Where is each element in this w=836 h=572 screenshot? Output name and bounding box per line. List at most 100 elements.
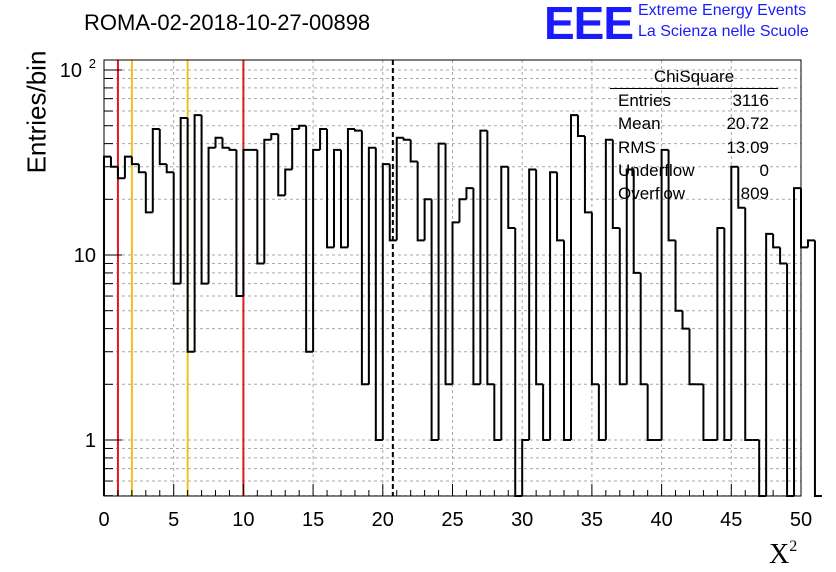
histogram-bin [409,139,418,163]
histogram-bin [200,115,209,285]
stats-row-underflow: Underflow 0 [610,159,778,182]
stats-label: Mean [618,114,661,134]
x-tick-label: 10 [232,509,254,531]
histogram-bin [388,164,397,242]
x-tick-label: 5 [168,509,179,531]
histogram-bin [604,138,613,440]
histogram-bin [353,128,362,132]
histogram-bin [486,130,495,386]
histogram-bin [116,166,125,180]
histogram-bin [312,148,321,352]
histogram-bin [737,166,746,209]
histogram-bin [263,138,272,264]
histogram-bin [228,147,237,151]
stats-row-overflow: Overflow 809 [610,182,778,205]
x-axis-label: X2 [769,538,797,571]
histogram-bin [556,172,565,242]
y-tick-label: 10 [74,245,96,267]
histogram-bin [235,149,244,298]
histogram-bin [786,263,795,497]
histogram-bin [618,227,627,386]
histogram-bin [465,187,474,200]
histogram-bin [800,188,808,249]
histogram-bin [765,232,774,496]
histogram-bin [256,149,265,265]
histogram-bin [639,272,648,386]
stats-value: 809 [740,184,769,204]
histogram-bin [130,156,139,166]
histogram-bin [103,155,111,496]
histogram-bin [451,221,460,385]
histogram-bin [158,128,167,166]
histogram-bin [277,134,286,197]
histogram-bin [305,125,314,353]
histogram-bin [395,136,404,241]
run-title: ROMA-02-2018-10-27-00898 [84,10,371,35]
y-tick-label-sup: 2 [89,56,96,71]
histogram-bin [423,198,432,241]
stats-row-entries: Entries 3116 [610,89,778,112]
histogram-bin [270,133,279,140]
histogram-bin [298,124,307,129]
y-tick-label: 10 [60,60,82,82]
stats-title: ChiSquare [610,66,778,89]
histogram-bin [123,155,132,179]
histogram-bin [569,114,578,440]
x-tick-label: 30 [511,509,533,531]
histogram-bin [402,137,411,141]
histogram-bin [576,115,585,137]
histogram-bin [813,240,822,497]
histogram-bin [221,137,230,149]
x-axis-label-sup: 2 [789,538,798,555]
x-tick-label: 45 [720,509,742,531]
histogram-bin [528,168,537,440]
stats-box: ChiSquare Entries 3116 Mean 20.72 RMS 13.09… [610,66,778,205]
histogram-bin [632,169,641,274]
histogram-bin [716,226,725,440]
stats-value: 0 [759,160,769,180]
histogram-bin [333,148,341,248]
histogram-bin [667,149,676,242]
x-axis-label-base: X [769,539,790,570]
histogram-bin [507,166,516,229]
histogram-bin [291,127,300,170]
stats-row-rms: RMS 13.09 [610,136,778,159]
stats-label: Overflow [618,184,686,204]
histogram-bin [242,148,251,297]
x-tick-label: 50 [790,509,812,531]
stats-value: 3116 [732,91,769,110]
histogram-bin [772,233,781,249]
histogram-bin [179,117,188,284]
histogram-bin [681,310,690,330]
histogram-bin [186,118,195,353]
x-tick-label: 35 [581,509,603,531]
histogram-bin [326,128,335,249]
histogram-bin [688,328,697,386]
histogram-bin [214,136,223,148]
histogram-bin [514,227,523,497]
histogram-bin [374,147,383,441]
histogram-bin [172,172,181,285]
histogram-bin [723,227,732,441]
histogram-bin [674,240,683,312]
y-tick-label: 1 [85,430,96,452]
histogram-bin [660,148,669,440]
histogram-bin [367,146,376,385]
histogram-bin [151,127,160,213]
histogram-bin [493,384,502,441]
stats-label: RMS [618,137,656,157]
histogram-bin [360,130,369,386]
stats-label: Underflow [618,160,695,180]
histogram-bin [339,149,348,249]
x-tick-label: 40 [650,509,672,531]
histogram-bin [500,165,509,440]
histogram-bin [165,164,174,174]
histogram-bin [284,168,293,196]
histogram-bin [437,142,446,440]
histogram-bin [416,161,425,242]
stats-label: Entries [618,91,671,110]
histogram-bin [193,114,202,352]
histogram-bin [521,439,530,496]
histogram-bin [381,163,390,440]
histogram-bin [346,127,355,248]
